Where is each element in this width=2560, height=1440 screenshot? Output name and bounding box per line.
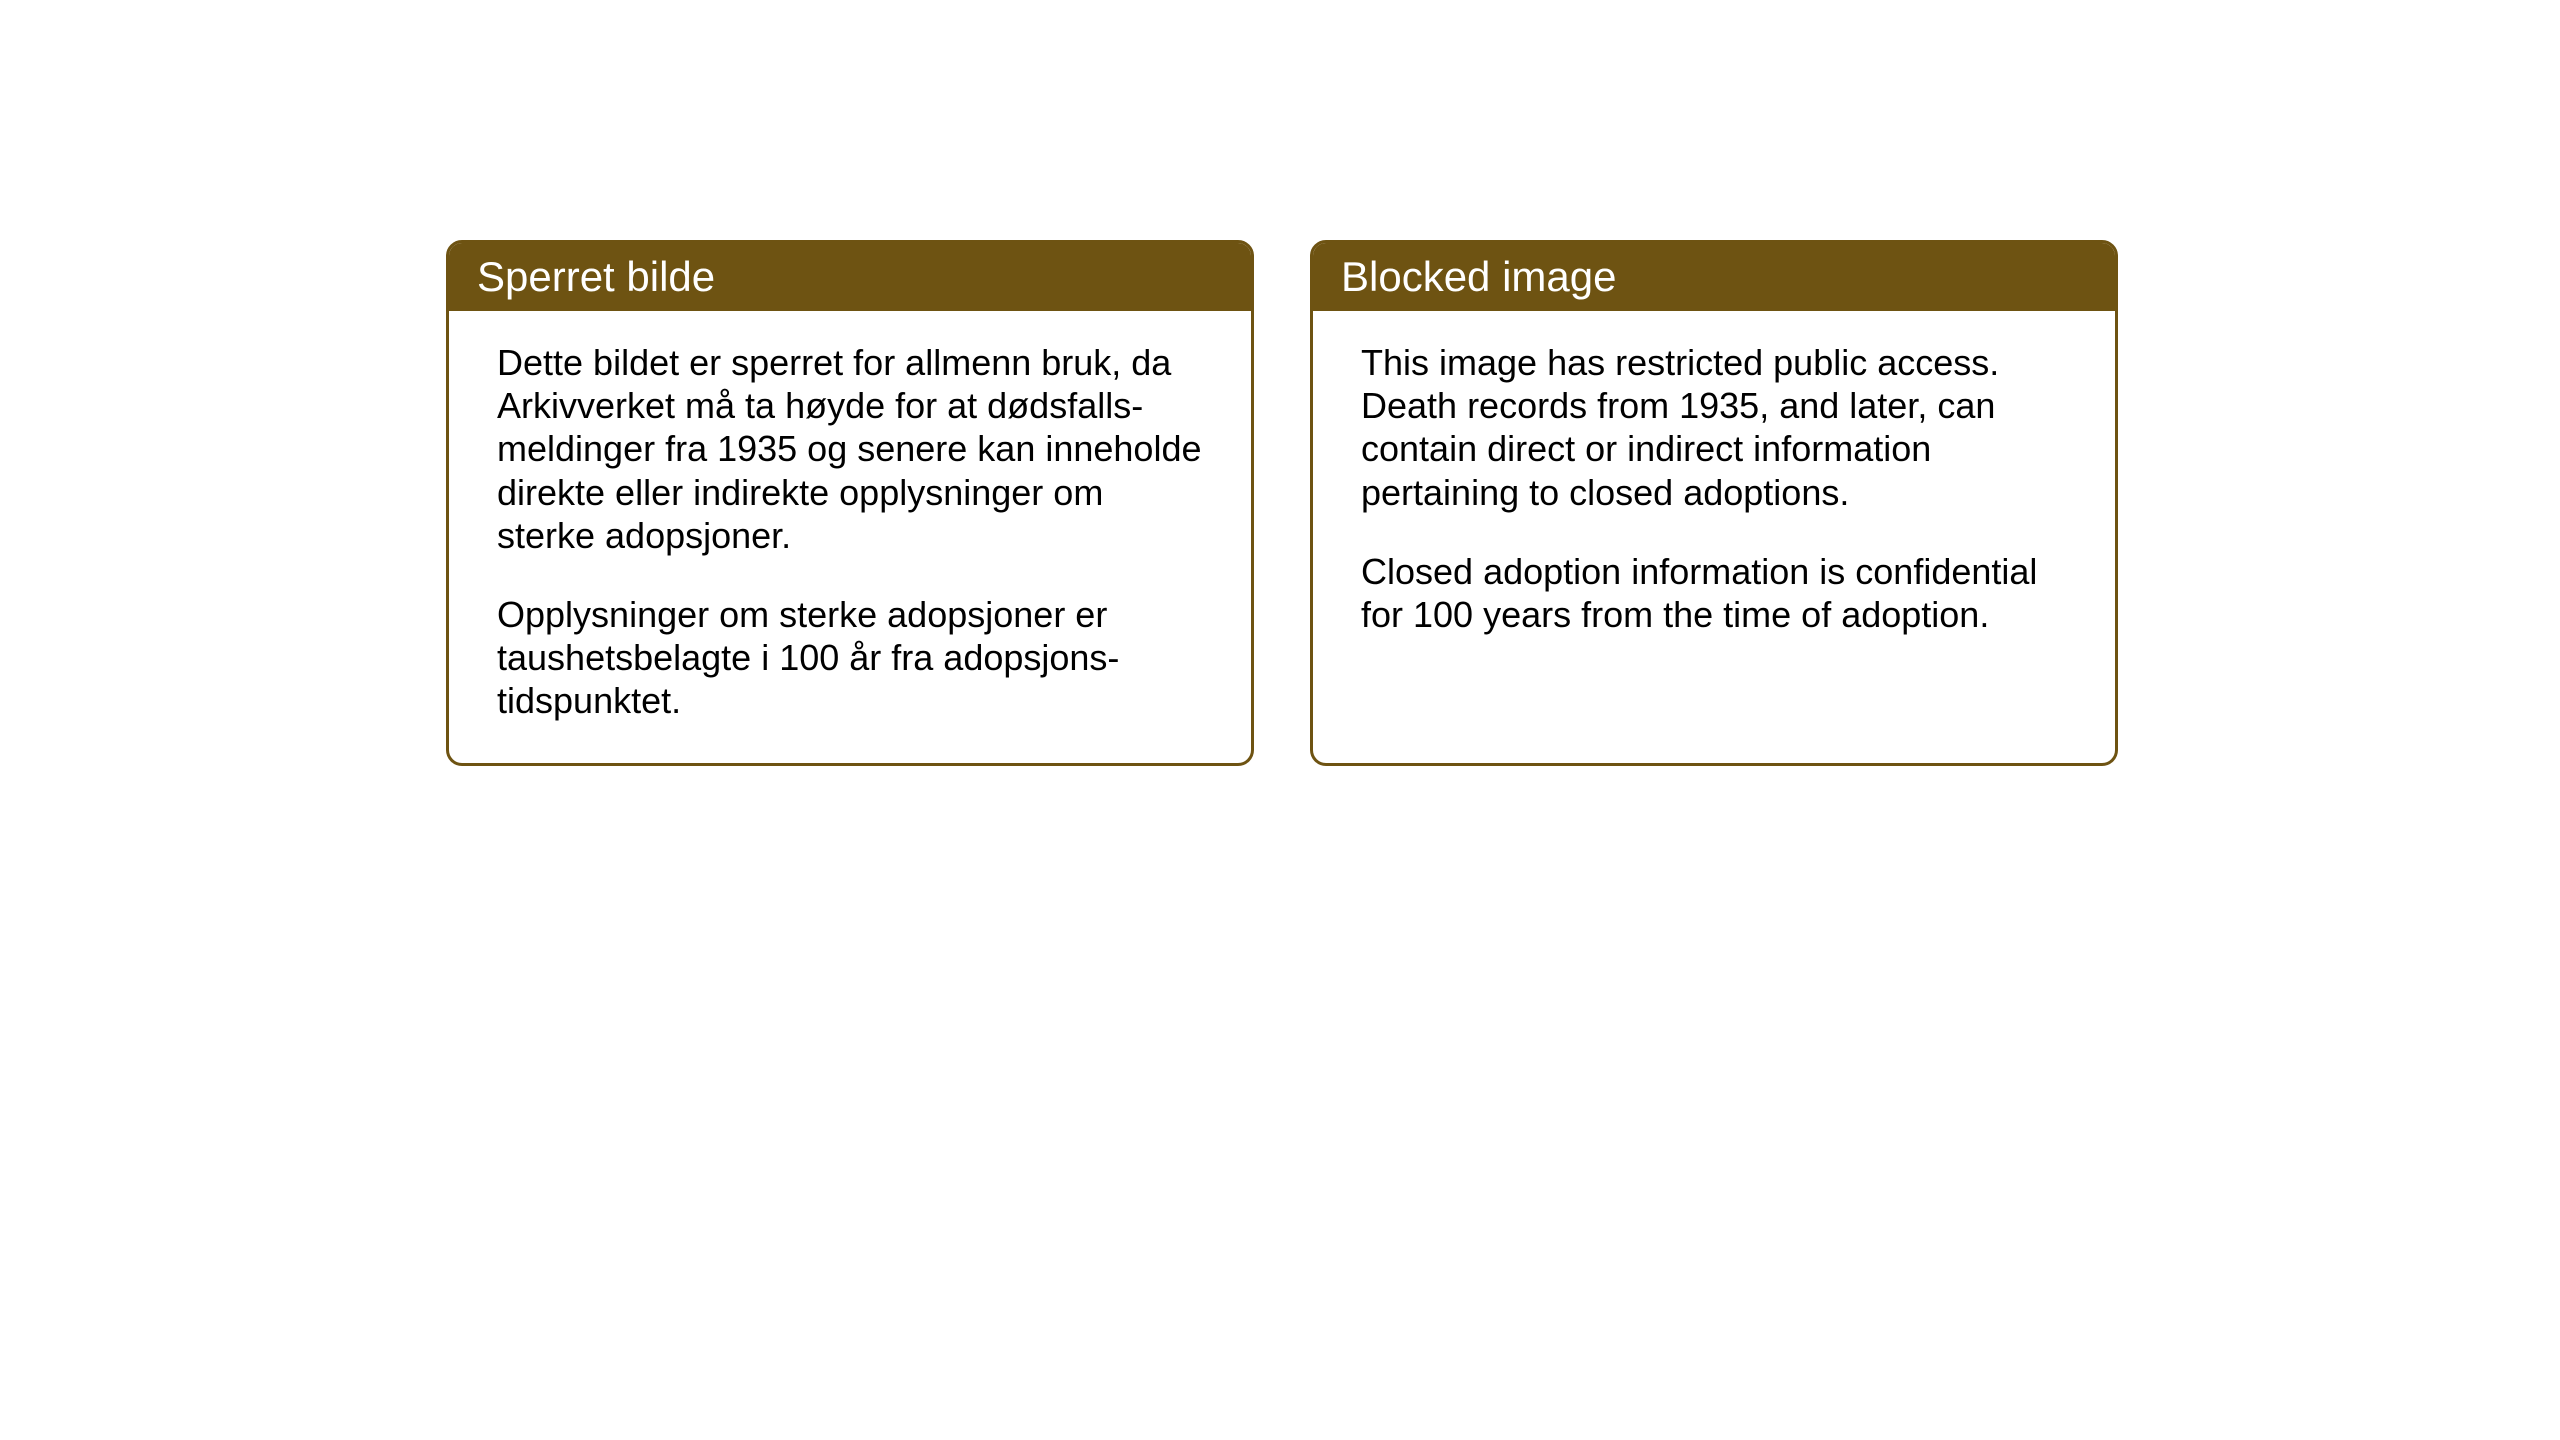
norwegian-paragraph-1: Dette bildet er sperret for allmenn bruk… — [497, 341, 1203, 557]
english-paragraph-1: This image has restricted public access.… — [1361, 341, 2067, 514]
english-paragraph-2: Closed adoption information is confident… — [1361, 550, 2067, 636]
english-card-title: Blocked image — [1313, 243, 2115, 311]
norwegian-notice-card: Sperret bilde Dette bildet er sperret fo… — [446, 240, 1254, 766]
norwegian-card-title: Sperret bilde — [449, 243, 1251, 311]
english-notice-card: Blocked image This image has restricted … — [1310, 240, 2118, 766]
english-card-body: This image has restricted public access.… — [1313, 311, 2115, 751]
norwegian-card-body: Dette bildet er sperret for allmenn bruk… — [449, 311, 1251, 763]
notice-cards-container: Sperret bilde Dette bildet er sperret fo… — [446, 240, 2118, 766]
norwegian-paragraph-2: Opplysninger om sterke adopsjoner er tau… — [497, 593, 1203, 723]
